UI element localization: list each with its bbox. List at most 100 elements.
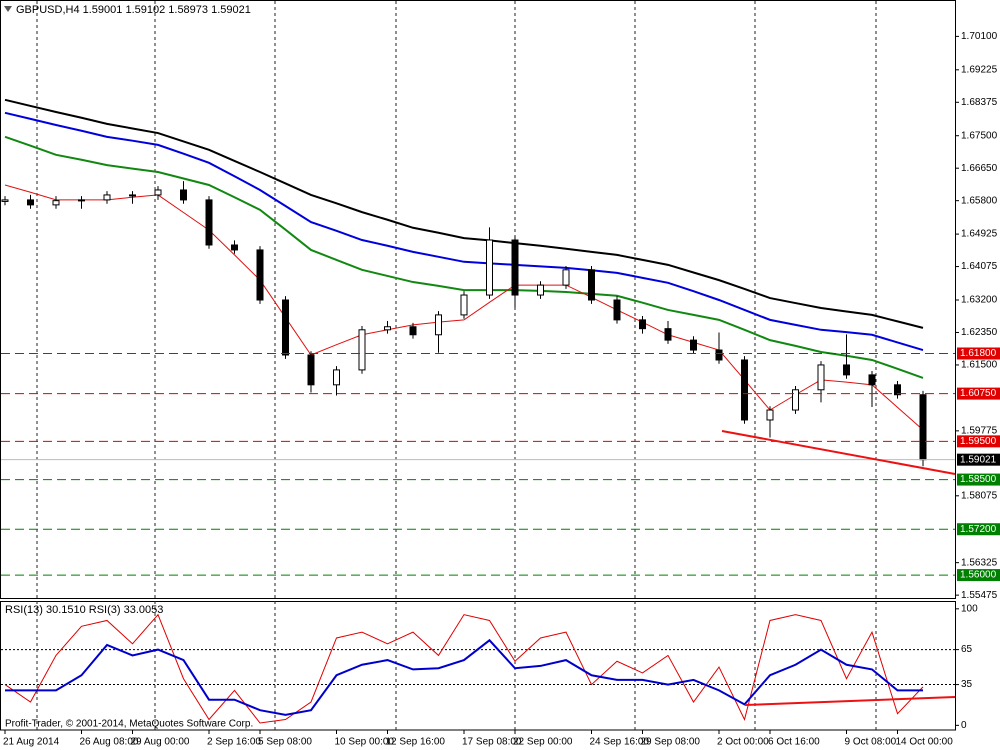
x-tick-label: 22 Sep 00:00 bbox=[513, 737, 573, 748]
y-tick-label: 1.64925 bbox=[961, 229, 998, 240]
price-label: 1.59021 bbox=[960, 454, 997, 465]
x-tick-label: 26 Aug 08:00 bbox=[80, 737, 139, 748]
rsi-panel bbox=[0, 601, 956, 731]
candle-body bbox=[1, 199, 9, 202]
candle-body bbox=[664, 328, 672, 341]
candle-body bbox=[435, 314, 442, 336]
series-line bbox=[5, 638, 923, 716]
level-box bbox=[957, 435, 1000, 448]
x-tick-label: 5 Sep 08:00 bbox=[258, 737, 312, 748]
y-tick-label: 1.67500 bbox=[961, 130, 998, 141]
candle-body bbox=[537, 284, 544, 296]
level-label: 1.59500 bbox=[960, 436, 997, 447]
y-tick-label: 1.58075 bbox=[961, 490, 998, 501]
candle-body bbox=[843, 364, 850, 376]
candle-body bbox=[792, 389, 799, 411]
y-tick-label: 1.69225 bbox=[961, 64, 998, 75]
series-line bbox=[4, 613, 924, 724]
level-label: 1.57200 bbox=[960, 524, 997, 535]
y-tick-label: 1.65800 bbox=[961, 195, 998, 206]
candle-body bbox=[129, 194, 136, 197]
candle-body bbox=[741, 359, 748, 421]
series-line bbox=[4, 98, 924, 329]
level-label: 1.56000 bbox=[960, 570, 997, 581]
candle-body bbox=[409, 326, 417, 336]
candle-body bbox=[486, 239, 493, 296]
level-label: 1.60750 bbox=[960, 388, 997, 399]
candle-body bbox=[588, 269, 595, 301]
x-tick-label: 29 Sep 08:00 bbox=[641, 737, 701, 748]
y-tick-label: 1.66650 bbox=[961, 163, 998, 174]
y-tick-label: 1.63200 bbox=[961, 295, 998, 306]
y-tick-label: 1.64075 bbox=[961, 261, 998, 272]
y-tick-label: 1.56325 bbox=[961, 557, 998, 568]
plot-layer: 1.70100 1.69225 1.68375 1.67500 1.66650 1.658… bbox=[1, 31, 1000, 748]
symbol-icon bbox=[4, 6, 12, 12]
candle-body bbox=[78, 199, 85, 202]
x-tick-label: 24 Sep 16:00 bbox=[590, 737, 650, 748]
candle-body bbox=[180, 189, 187, 201]
y-tick-label: 65 bbox=[961, 644, 973, 655]
series-line bbox=[4, 111, 924, 352]
x-tick-label: 2 Sep 16:00 bbox=[207, 737, 261, 748]
y-tick-label: 1.59775 bbox=[961, 425, 998, 436]
y-tick-label: 1.70100 bbox=[961, 31, 998, 42]
candle-body bbox=[766, 409, 774, 421]
candle-body bbox=[868, 374, 876, 386]
x-tick-label: 14 Oct 00:00 bbox=[896, 737, 954, 748]
candle-body bbox=[639, 319, 646, 330]
x-tick-label: 29 Aug 00:00 bbox=[131, 737, 190, 748]
watermark: Profit-Trader, © 2001-2014, MetaQuotes S… bbox=[5, 719, 253, 730]
candle-body bbox=[154, 189, 162, 196]
candle-body bbox=[817, 364, 825, 391]
y-tick-label: 1.55475 bbox=[961, 590, 998, 601]
price-box bbox=[957, 453, 1000, 466]
candle-body bbox=[205, 199, 213, 246]
level-box bbox=[957, 347, 1000, 360]
trend-line bbox=[721, 430, 956, 475]
level-box bbox=[957, 387, 1000, 400]
candle-body bbox=[511, 239, 519, 296]
time-grid bbox=[36, 1, 877, 730]
candle-body bbox=[384, 326, 391, 331]
candle-body bbox=[103, 194, 111, 201]
level-box bbox=[957, 473, 1000, 486]
candle-body bbox=[256, 249, 264, 301]
y-tick-label: 1.68375 bbox=[961, 97, 998, 108]
x-tick-label: 17 Sep 08:00 bbox=[462, 737, 522, 748]
candle-body bbox=[52, 200, 60, 206]
y-tick-label: 1.61500 bbox=[961, 360, 998, 371]
level-box bbox=[957, 523, 1000, 536]
y-tick-label: 1.62350 bbox=[961, 327, 998, 338]
candle-body bbox=[562, 269, 570, 286]
candle-body bbox=[231, 244, 238, 251]
rsi-title: RSI(13) 30.1510 RSI(3) 33.0053 bbox=[5, 604, 163, 616]
candle-body bbox=[894, 384, 901, 396]
candle-body bbox=[460, 294, 468, 316]
y-tick-label: 35 bbox=[961, 679, 973, 690]
x-tick-label: 2 Oct 00:00 bbox=[717, 737, 769, 748]
x-tick-label: 6 Oct 16:00 bbox=[768, 737, 820, 748]
y-tick-label: 0 bbox=[961, 720, 967, 731]
candle-body bbox=[358, 329, 366, 371]
candle-body bbox=[715, 349, 723, 361]
candle-body bbox=[613, 299, 621, 321]
chart-title: GBPUSD,H4 1.59001 1.59102 1.58973 1.5902… bbox=[16, 4, 251, 16]
level-label: 1.61800 bbox=[960, 348, 997, 359]
candle-body bbox=[690, 339, 697, 351]
x-tick-label: 12 Sep 16:00 bbox=[386, 737, 446, 748]
candle-body bbox=[307, 354, 315, 386]
candle-body bbox=[919, 394, 927, 461]
x-tick-label: 10 Sep 00:00 bbox=[335, 737, 395, 748]
candle-body bbox=[282, 299, 289, 356]
candle-body bbox=[333, 369, 340, 386]
x-tick-label: 9 Oct 08:00 bbox=[845, 737, 897, 748]
x-tick-label: 21 Aug 2014 bbox=[3, 737, 60, 748]
level-box bbox=[957, 569, 1000, 582]
rsi-trend-line bbox=[744, 696, 956, 706]
y-tick-label: 100 bbox=[961, 603, 978, 614]
series-line bbox=[4, 135, 924, 379]
